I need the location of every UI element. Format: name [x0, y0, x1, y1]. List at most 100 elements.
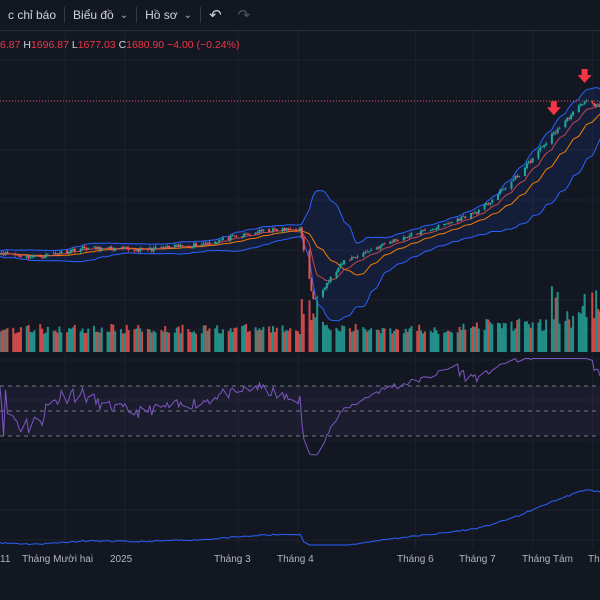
candle-body — [433, 229, 436, 230]
volume-bar — [2, 330, 5, 352]
candle-body — [356, 256, 359, 258]
candle — [541, 145, 544, 148]
volume-bar — [193, 331, 196, 352]
volume-bar — [458, 326, 461, 352]
volume-bar — [281, 325, 284, 352]
volume-bar — [44, 332, 47, 352]
candle — [545, 141, 548, 147]
candle-body — [539, 147, 542, 151]
candle-body — [404, 237, 407, 239]
chart-menu-button[interactable]: Biểu đồ ⌄ — [65, 0, 136, 30]
volume-bar — [366, 331, 369, 352]
candle-body — [510, 181, 513, 189]
volume-bar — [460, 329, 463, 352]
candle-body — [460, 216, 463, 221]
volume-bar — [485, 319, 488, 352]
candle-body — [408, 235, 411, 238]
candle — [566, 117, 569, 123]
candle — [341, 261, 344, 267]
volume-bar — [323, 325, 326, 352]
volume-bar — [543, 330, 546, 352]
candle — [44, 252, 47, 259]
candle-body — [256, 232, 259, 234]
indicators-button[interactable]: c chỉ báo — [0, 0, 64, 30]
price-chart[interactable]: 11 Tháng Mười hai 2025 Tháng 3 Tháng 4 Tháng … — [0, 31, 600, 600]
volume-bar — [325, 324, 328, 352]
candle — [100, 247, 103, 252]
candle-body — [595, 104, 598, 107]
candle — [497, 194, 500, 201]
candle-body — [41, 256, 44, 258]
volume-bar — [489, 322, 492, 352]
bollinger-lower-line — [0, 138, 600, 322]
candle — [310, 277, 313, 292]
candle — [395, 238, 398, 243]
candle-body — [354, 257, 357, 258]
volume-bar — [570, 327, 573, 352]
candle — [43, 256, 46, 259]
undo-button[interactable]: ↶ — [201, 0, 230, 30]
volume-bar — [94, 331, 97, 352]
candle-body — [204, 243, 207, 244]
candle — [245, 232, 248, 235]
candle-body — [566, 117, 569, 121]
volume-bar — [56, 332, 59, 352]
candle — [339, 262, 342, 270]
volume-bar — [554, 297, 557, 352]
volume-bar — [268, 326, 271, 352]
volume-bar — [27, 324, 30, 352]
candle-body — [300, 227, 303, 238]
profile-menu-button[interactable]: Hồ sơ ⌄ — [137, 0, 200, 30]
candle-body — [189, 246, 192, 248]
volume-bar — [177, 326, 180, 352]
time-axis-label: Tháng Tám — [522, 554, 573, 565]
volume-bar — [514, 328, 517, 352]
volume-bar — [579, 313, 582, 352]
candle — [391, 239, 394, 244]
candle-body — [462, 216, 465, 217]
candle — [316, 295, 319, 300]
candle-body — [216, 242, 219, 243]
candle-body — [489, 202, 492, 205]
bollinger-upper-line — [0, 87, 600, 252]
candle-body — [160, 246, 163, 248]
volume-bar — [108, 331, 111, 352]
volume-bar — [283, 331, 286, 352]
candle — [364, 250, 367, 255]
volume-bar — [300, 299, 303, 352]
candle-body — [456, 218, 459, 222]
candle — [179, 242, 182, 249]
candle — [447, 221, 450, 225]
candle-body — [310, 278, 313, 291]
candle — [193, 241, 196, 250]
candle — [123, 245, 126, 249]
candle-body — [175, 244, 178, 246]
candle — [121, 245, 124, 251]
candle — [383, 242, 386, 245]
volume-bar — [423, 331, 426, 352]
candle-body — [241, 236, 244, 237]
candle-body — [583, 102, 586, 105]
volume-bar — [125, 324, 128, 352]
candle — [433, 228, 436, 230]
candle — [498, 188, 501, 196]
candle-body — [119, 247, 122, 249]
candle — [58, 251, 61, 256]
candle-body — [527, 161, 530, 164]
candle — [543, 144, 546, 149]
rsi-line — [0, 357, 600, 456]
candle-body — [179, 244, 182, 247]
candle — [6, 249, 9, 255]
candle — [98, 246, 101, 253]
indicators-label: c chỉ báo — [8, 8, 57, 22]
candle-body — [458, 219, 461, 221]
candle-body — [422, 230, 425, 231]
volume-bar — [556, 292, 559, 352]
redo-button[interactable]: ↷ — [230, 0, 259, 30]
candle — [285, 227, 288, 233]
candle — [195, 242, 197, 247]
candle — [529, 158, 532, 165]
candle — [473, 210, 476, 214]
volume-bar — [218, 333, 221, 352]
candle-body — [375, 247, 378, 250]
